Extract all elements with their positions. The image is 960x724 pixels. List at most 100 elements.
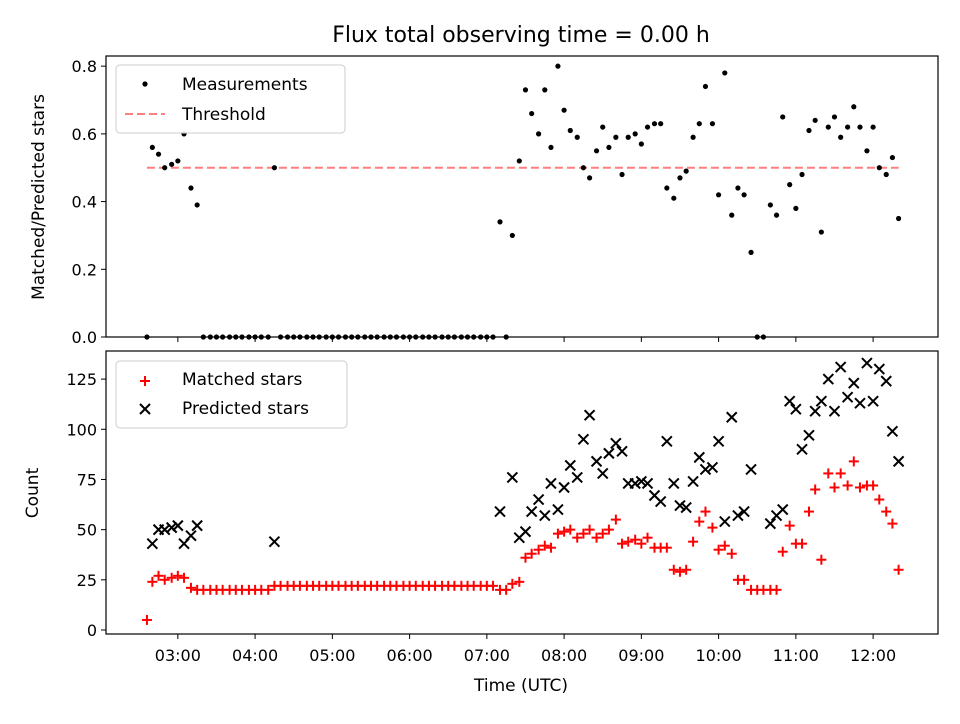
predicted-star-point xyxy=(790,403,802,415)
predicted-star-point-b xyxy=(610,437,622,450)
predicted-star-point xyxy=(726,411,738,423)
count-y-ticks: 0 25 50 75 100 125 xyxy=(66,370,106,640)
predicted-star-point-b xyxy=(590,455,603,468)
matched-star-point xyxy=(526,548,537,559)
measurement-point xyxy=(239,334,245,340)
predicted-star-point-b xyxy=(834,361,847,373)
measurement-point xyxy=(593,148,600,154)
matched-star-point xyxy=(520,552,531,563)
measurement-point xyxy=(806,127,812,134)
matched-star-point xyxy=(803,506,814,517)
matched-star-point xyxy=(681,564,692,575)
matched-star-point xyxy=(159,574,170,585)
matched-star-point xyxy=(552,528,563,539)
matched-star-point xyxy=(688,536,699,547)
ratio-y-tick-label: 0.4 xyxy=(72,193,97,212)
predicted-star-point-b xyxy=(635,475,648,488)
count-series xyxy=(141,357,905,625)
measurement-point xyxy=(773,212,780,218)
count-x-ticks: 03:00 04:00 05:00 06:00 07:00 08:00 09:00 10:00… xyxy=(155,634,896,665)
measurement-point xyxy=(658,121,664,127)
ratio-y-tick-label: 0.8 xyxy=(72,57,97,76)
matched-star-point xyxy=(488,580,499,591)
measurement-point xyxy=(252,334,258,340)
measurement-point xyxy=(793,205,799,211)
measurement-point xyxy=(542,87,548,93)
predicted-star-point xyxy=(172,519,184,532)
measurement-point xyxy=(220,334,226,340)
measurement-point xyxy=(818,229,824,235)
predicted-star-point xyxy=(706,461,719,474)
predicted-star-point-b xyxy=(803,429,815,442)
count-plot-area xyxy=(105,350,939,635)
measurement-point xyxy=(889,154,896,161)
ratio-y-axis-label: Matched/Predicted stars xyxy=(29,94,49,300)
predicted-star-point xyxy=(783,395,796,407)
predicted-star-point xyxy=(880,375,892,387)
predicted-star-point-b xyxy=(641,477,654,490)
matched-star-point xyxy=(501,584,512,595)
predicted-star-point xyxy=(590,455,603,468)
predicted-legend-marker xyxy=(139,403,151,415)
measurement-point xyxy=(484,334,490,340)
matched-star-point xyxy=(578,528,589,539)
predicted-star-point xyxy=(558,481,570,494)
predicted-star-point xyxy=(867,395,879,407)
predicted-star-point xyxy=(635,475,648,488)
measurement-point xyxy=(464,334,471,340)
matched-star-point xyxy=(829,482,840,493)
predicted-star-point-b xyxy=(583,409,596,421)
matched-star-point xyxy=(263,584,274,595)
matched-star-point xyxy=(810,484,821,495)
matched-star-point xyxy=(642,532,653,543)
measurement-point xyxy=(586,175,593,181)
count-y-tick-label: 100 xyxy=(66,420,97,439)
measurement-point xyxy=(690,134,696,140)
measurement-point xyxy=(883,171,889,178)
matched-star-point xyxy=(726,548,737,559)
matched-star-point xyxy=(572,532,583,543)
predicted-star-point-b xyxy=(861,357,873,369)
measurement-point xyxy=(439,334,445,340)
predicted-star-point-b xyxy=(597,467,609,480)
predicted-star-point-b xyxy=(185,529,197,542)
predicted-star-point xyxy=(712,435,725,448)
count-y-tick-label: 75 xyxy=(77,470,97,489)
predicted-star-point-b xyxy=(648,489,661,502)
measurement-point xyxy=(265,334,271,340)
predicted-star-point-b xyxy=(828,405,841,417)
x-tick-label: 12:00 xyxy=(850,646,896,665)
measurement-point xyxy=(316,334,322,340)
matched-star-point xyxy=(854,482,865,493)
predicted-star-point xyxy=(506,471,519,484)
matched-star-point xyxy=(636,538,647,549)
measurement-point xyxy=(857,124,863,130)
predicted-legend-label: Predicted stars xyxy=(182,399,309,419)
measurement-point xyxy=(400,334,407,340)
matched-star-point xyxy=(623,536,634,547)
measurement-point xyxy=(748,249,754,255)
measurements-legend-label: Measurements xyxy=(182,75,308,95)
predicted-star-point-b xyxy=(552,503,564,516)
measurement-point xyxy=(864,148,870,154)
measurement-point xyxy=(497,219,503,225)
predicted-star-point xyxy=(828,405,841,417)
matched-star-point xyxy=(630,534,641,545)
predicted-star-point xyxy=(532,493,545,506)
measurement-point xyxy=(471,334,477,340)
predicted-star-point-b xyxy=(165,521,178,534)
measurement-point xyxy=(760,334,767,340)
ratio-series-dot xyxy=(144,63,902,340)
predicted-star-point xyxy=(597,467,609,480)
measurement-point xyxy=(741,192,747,198)
matched-star-point xyxy=(797,538,808,549)
predicted-star-point xyxy=(159,523,171,536)
predicted-star-point-b xyxy=(668,477,680,490)
measurement-point xyxy=(561,107,567,113)
predicted-star-point xyxy=(822,373,835,385)
measurement-point xyxy=(767,202,773,208)
predicted-star-point xyxy=(687,475,699,488)
measurement-point xyxy=(509,232,515,239)
threshold-legend-label: Threshold xyxy=(181,105,266,125)
measurement-point xyxy=(638,141,644,147)
